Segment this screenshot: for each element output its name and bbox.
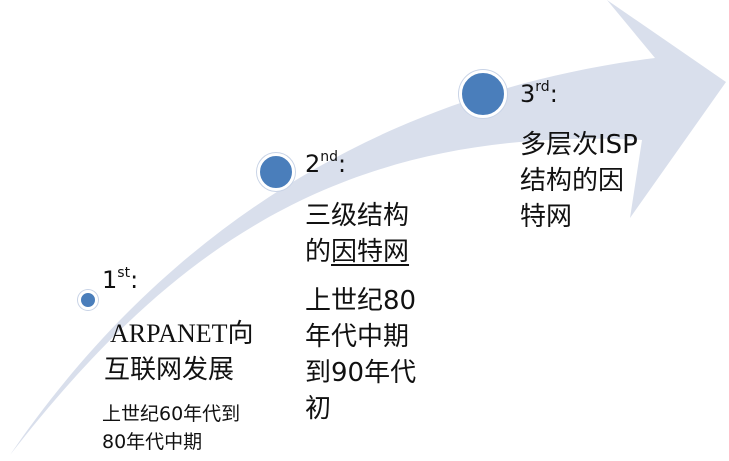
stage-2-period: 上世纪80 年代中期 到90年代 初 (305, 283, 416, 427)
stage-2-title: 三级结构 的因特网 (305, 198, 409, 270)
stage-2-period-line: 初 (305, 394, 332, 424)
stage-2-title-line: 三级结构 (305, 201, 410, 231)
stage-3-dot (459, 70, 507, 118)
stage-2-number: 2 (305, 150, 321, 178)
stage-2-title-underlined: 因特网 (331, 237, 410, 267)
stage-1-number: 1 (102, 266, 118, 294)
stage-3-title-line: 多层次ISP (520, 130, 638, 160)
stage-3-ordinal: 3rd: (520, 80, 558, 108)
stage-1-ordinal: 1st: (102, 266, 138, 294)
stage-1-title: ARPANET向 互联网发展 (104, 316, 254, 388)
stage-2-ordinal: 2nd: (305, 150, 346, 178)
stage-2-period-line: 年代中期 (305, 322, 410, 352)
stage-1-period-line: 上世纪60年代到 (102, 403, 241, 425)
stage-1-dot (78, 290, 98, 310)
stage-1-period-line: 80年代中期 (102, 431, 203, 453)
stage-3-suffix: rd (535, 79, 550, 95)
curved-arrow-shape (10, 0, 726, 455)
stage-1-colon: : (130, 266, 139, 294)
stage-2-title-line-2: 的因特网 (305, 234, 409, 270)
stage-1-period: 上世纪60年代到 80年代中期 (102, 400, 240, 456)
stage-2-period-line: 上世纪80 (305, 286, 417, 316)
stage-2-period-line: 到90年代 (305, 358, 417, 388)
stage-3-title-line: 特网 (520, 202, 573, 232)
stage-2-suffix: nd (320, 149, 339, 165)
stage-3-number: 3 (520, 80, 536, 108)
stage-3-title: 多层次ISP 结构的因 特网 (520, 127, 638, 235)
stage-2-colon: : (338, 150, 347, 178)
stage-1-title-line: 互联网发展 (104, 355, 235, 385)
stage-2-dot (257, 153, 295, 191)
stage-1-title-line: ARPANET向 (110, 319, 254, 348)
stage-1-suffix: st (117, 265, 131, 281)
stage-2-title-prefix: 的 (305, 237, 332, 267)
stage-3-title-line: 结构的因 (520, 166, 625, 196)
stage-3-colon: : (549, 80, 558, 108)
